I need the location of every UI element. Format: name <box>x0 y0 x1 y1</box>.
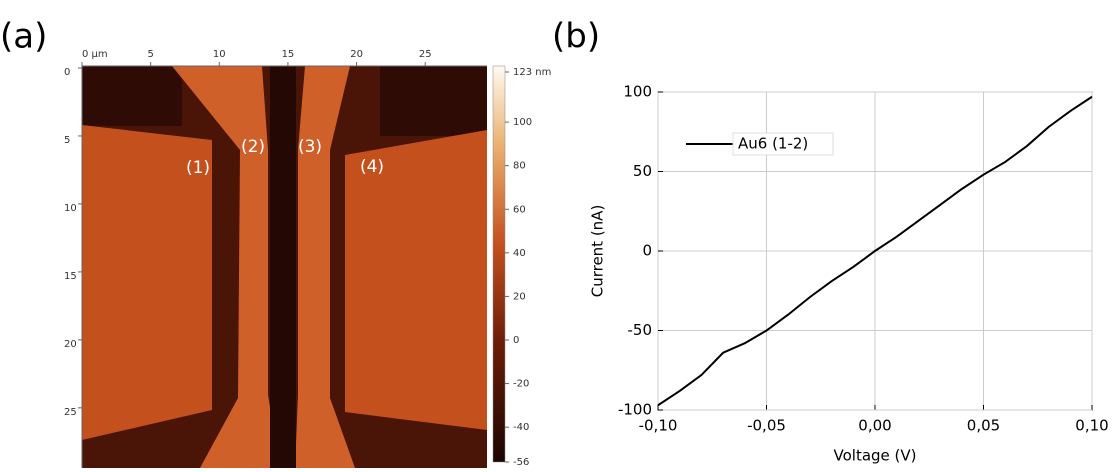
y-tick-label: 50 <box>633 162 652 180</box>
colorbar-tick-label: 80 <box>513 161 526 172</box>
panel-label: (a) <box>0 17 47 57</box>
x-tick-label: 15 <box>282 49 295 60</box>
y-tick-label: -50 <box>628 321 653 339</box>
y-tick-label: 10 <box>64 203 77 214</box>
electrode-label: (4) <box>360 157 384 177</box>
x-tick-label: 25 <box>419 49 432 60</box>
colorbar-tick-label: 123 nm <box>513 67 551 78</box>
y-tick-label: 15 <box>64 271 77 282</box>
x-tick-label: 0 µm <box>82 49 108 60</box>
colorbar-tick-label: 40 <box>513 248 526 259</box>
x-tick-label: 5 <box>147 49 153 60</box>
y-tick-label: -100 <box>618 401 652 419</box>
figure: (a) 0 µm 5 10 15 20 25 0 5 10 15 20 25 123 nm 100 80 60 4… <box>0 0 1116 468</box>
colorbar-tick-label: 60 <box>513 204 526 215</box>
colorbar <box>493 66 505 462</box>
colorbar-tick-label: 20 <box>513 291 526 302</box>
y-tick-label: 100 <box>623 83 652 101</box>
electrode-label: (1) <box>186 158 210 178</box>
panel-label: (b) <box>552 17 600 57</box>
x-tick-label: -0,10 <box>639 417 678 435</box>
legend-label: Au6 (1-2) <box>738 135 808 153</box>
colorbar-tick-label: -56 <box>513 457 529 468</box>
y-tick-label: 0 <box>642 242 652 260</box>
y-tick-label: 25 <box>64 407 77 418</box>
x-tick-label: 0,10 <box>1075 417 1108 435</box>
colorbar-tick-label: -40 <box>513 422 529 433</box>
colorbar-tick-label: 0 <box>513 335 519 346</box>
y-tick-label: 20 <box>64 339 77 350</box>
y-tick-label: 5 <box>64 135 70 146</box>
x-tick-label: -0,05 <box>747 417 786 435</box>
afm-image <box>82 66 487 468</box>
x-tick-label: 0,05 <box>967 417 1000 435</box>
colorbar-tick-label: 100 <box>513 117 532 128</box>
x-tick-label: 20 <box>350 49 363 60</box>
colorbar-tick-label: -20 <box>513 379 529 390</box>
electrode-label: (3) <box>298 137 322 157</box>
electrode-label: (2) <box>241 137 265 157</box>
y-tick-label: 0 <box>64 67 70 78</box>
x-tick-label: 10 <box>213 49 226 60</box>
x-axis-label: Voltage (V) <box>834 447 917 465</box>
y-axis-label: Current (nA) <box>589 205 607 298</box>
x-tick-label: 0,00 <box>858 417 891 435</box>
